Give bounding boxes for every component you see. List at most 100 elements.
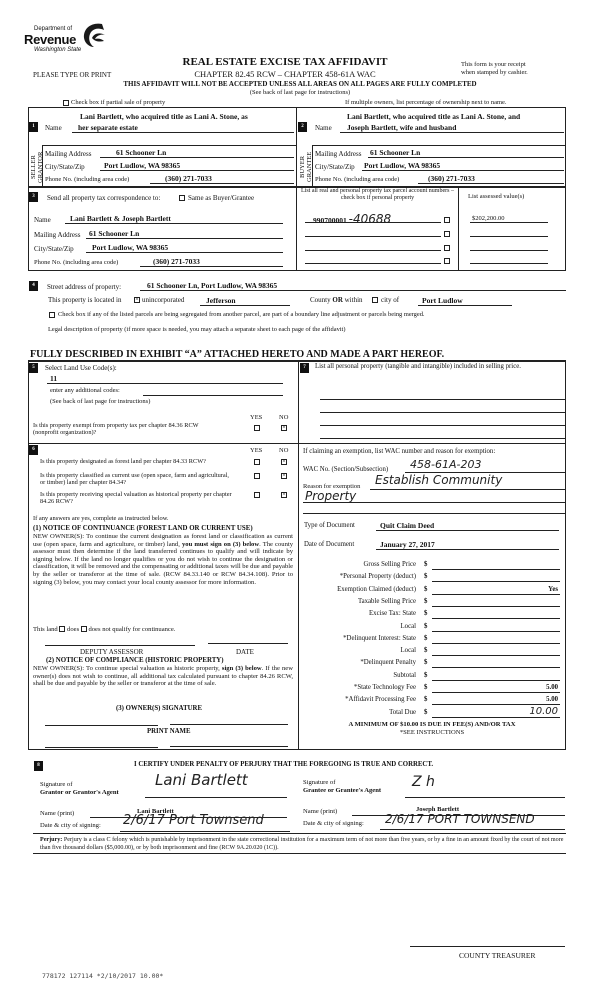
personal-property-checkbox[interactable] [444, 217, 450, 223]
buyer-city[interactable]: Port Ludlow, WA 98365 [364, 161, 441, 170]
grantor-agent-label: Grantor or Grantor's Agent [40, 789, 119, 796]
fee-currency: $ [424, 561, 428, 568]
legal-description[interactable]: FULLY DESCRIBED IN EXHIBIT “A” ATTACHED … [30, 349, 445, 360]
assessed-value-1[interactable]: $202,200.00 [472, 215, 505, 222]
parcel-line[interactable] [305, 236, 441, 237]
fee-line [432, 716, 560, 718]
s6-no-checkbox[interactable] [281, 492, 287, 498]
s6-no-checkbox[interactable] [281, 459, 287, 465]
buyer-phone-label: Phone No. (including area code) [315, 176, 400, 183]
fee-currency: $ [424, 671, 428, 679]
dor-logo: Department of Revenue Washington State [10, 10, 105, 53]
partial-sale-checkbox[interactable] [63, 100, 69, 106]
corr-mailing[interactable]: 61 Schooner Ln [89, 229, 140, 238]
divider [33, 853, 566, 854]
county-value[interactable]: Jefferson [206, 296, 236, 305]
does-not-qualify-checkbox[interactable] [80, 626, 87, 632]
doc-date[interactable]: January 27, 2017 [380, 540, 435, 549]
see-instructions: *SEE INSTRUCTIONS [399, 729, 465, 736]
fee-label: Subtotal [393, 671, 416, 679]
fee-value[interactable]: 5.00 [546, 696, 558, 704]
assessed-value-line[interactable] [470, 236, 548, 237]
s6-yes-checkbox[interactable] [254, 492, 260, 498]
personal-property-checkbox[interactable] [444, 245, 450, 251]
corr-name[interactable]: Lani Bartlett & Joseph Bartlett [70, 214, 171, 223]
buyer-mailing[interactable]: 61 Schooner Ln [370, 148, 421, 157]
buyer-name-line2[interactable]: Joseph Bartlett, wife and husband [347, 123, 457, 132]
seller-phone[interactable]: (360) 271-7033 [165, 174, 212, 183]
correspondence-label: Send all property tax correspondence to: [47, 194, 161, 202]
personal-property-line-4[interactable] [320, 438, 566, 439]
grantor-signature-line[interactable] [145, 797, 287, 798]
divider [42, 145, 296, 146]
reason-line-2[interactable]: Property [305, 489, 357, 503]
s6-yes-checkbox[interactable] [254, 459, 260, 465]
segregated-checkbox[interactable] [49, 312, 55, 318]
county-or-label: County OR within [310, 296, 363, 304]
grantee-date-city[interactable]: 2/6/17 PORT TOWNSEND [385, 812, 535, 826]
additional-codes-field[interactable] [143, 395, 283, 396]
fee-currency: $ [424, 696, 428, 704]
assessed-value-line[interactable] [470, 250, 548, 251]
reason-line-1[interactable]: Establish Community [375, 473, 503, 487]
divider [376, 530, 559, 531]
county-treasurer-label: COUNTY TREASURER [459, 951, 536, 960]
personal-property-line-2[interactable] [320, 412, 566, 413]
corr-phone[interactable]: (360) 271-7033 [153, 257, 200, 266]
seller-mailing[interactable]: 61 Schooner Ln [116, 148, 167, 157]
parcel-number-1[interactable]: 990700001 -40688 [313, 212, 391, 226]
grantee-signature[interactable]: Z h [412, 774, 435, 790]
print-name-line[interactable] [45, 747, 158, 748]
date-label: DATE [236, 648, 254, 656]
fee-value[interactable]: 5.00 [546, 684, 558, 691]
fee-currency: $ [424, 634, 428, 642]
street-address[interactable]: 61 Schooner Ln, Port Ludlow, WA 98365 [147, 281, 278, 290]
assessor-date-line[interactable] [208, 643, 288, 644]
city-value[interactable]: Port Ludlow [422, 296, 463, 305]
parcel-line[interactable] [305, 263, 441, 264]
seller-name-line2[interactable]: her separate estate [78, 123, 138, 132]
personal-property-line-1[interactable] [320, 399, 566, 400]
parcel-line[interactable] [305, 222, 441, 223]
buyer-name-line1[interactable]: Lani Bartlett, who acquired title as Lan… [347, 112, 521, 121]
within-city-checkbox[interactable] [372, 297, 378, 303]
does-qualify-checkbox[interactable] [59, 626, 66, 632]
grantor-signature[interactable]: Lani Bartlett [155, 771, 248, 789]
grantor-date-city[interactable]: 2/6/17 Port Townsend [123, 813, 264, 828]
fee-line [432, 667, 560, 669]
corr-city[interactable]: Port Ludlow, WA 98365 [92, 243, 169, 252]
deputy-assessor-line[interactable] [45, 645, 195, 646]
fee-value[interactable]: Yes [548, 585, 558, 593]
divider [42, 145, 43, 187]
personal-property-checkbox[interactable] [444, 258, 450, 264]
seller-mailing-label: Mailing Address [45, 150, 92, 158]
exempt-yes-checkbox[interactable] [254, 425, 260, 431]
land-use-code[interactable]: 11 [50, 374, 58, 383]
same-as-buyer-checkbox[interactable] [179, 195, 185, 201]
personal-property-checkbox[interactable] [444, 231, 450, 237]
grantee-signature-line[interactable] [405, 797, 565, 798]
personal-property-line-3[interactable] [320, 425, 566, 426]
owner-signature-line[interactable] [45, 725, 158, 726]
fee-value[interactable]: 10.00 [529, 705, 558, 717]
grantee-name[interactable]: Joseph Bartlett [416, 806, 460, 813]
parcel-line[interactable] [305, 250, 441, 251]
s6-yes-checkbox[interactable] [254, 473, 260, 479]
assessed-value-line[interactable] [470, 222, 548, 223]
unincorporated-checkbox[interactable] [134, 297, 140, 303]
correspondence-box [28, 187, 566, 271]
wac-number[interactable]: 458-61A-203 [410, 458, 482, 471]
doc-type[interactable]: Quit Claim Deed [380, 521, 435, 530]
owner-signature-line-2[interactable] [170, 724, 288, 725]
seller-city[interactable]: Port Ludlow, WA 98365 [104, 161, 181, 170]
grantor-name[interactable]: Lani Bartlett [137, 808, 174, 815]
buyer-phone[interactable]: (360) 271-7033 [428, 174, 475, 183]
no-header: NO [279, 414, 289, 421]
exempt-no-checkbox[interactable] [281, 425, 287, 431]
s6-no-checkbox[interactable] [281, 473, 287, 479]
fee-line [432, 642, 560, 644]
divider [418, 183, 564, 184]
print-name-line-2[interactable] [170, 746, 288, 747]
seller-name-line1[interactable]: Lani Bartlett, who acquired title as Lan… [80, 112, 248, 121]
assessed-value-line[interactable] [470, 263, 548, 264]
